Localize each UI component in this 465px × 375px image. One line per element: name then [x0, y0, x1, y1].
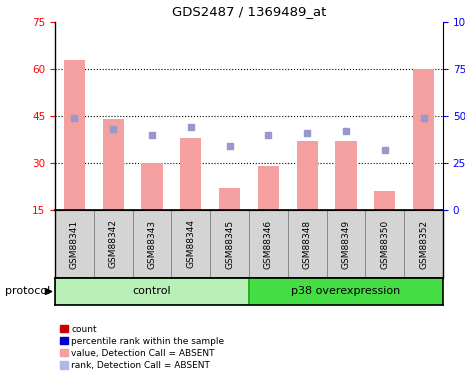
Text: GSM88350: GSM88350 [380, 219, 389, 268]
Bar [335, 141, 357, 210]
Point [265, 132, 272, 138]
Bar [180, 138, 201, 210]
Point [304, 130, 311, 136]
Text: GSM88349: GSM88349 [341, 219, 351, 268]
Bar [219, 188, 240, 210]
Text: p38 overexpression: p38 overexpression [292, 286, 401, 297]
Text: protocol: protocol [5, 286, 50, 297]
Bar [365, 210, 404, 278]
Bar [210, 210, 249, 278]
Point [187, 124, 194, 130]
Text: GSM88342: GSM88342 [109, 219, 118, 268]
Bar [94, 210, 133, 278]
Bar [64, 60, 85, 210]
Text: GSM88348: GSM88348 [303, 219, 312, 268]
Title: GDS2487 / 1369489_at: GDS2487 / 1369489_at [172, 5, 326, 18]
Text: GSM88344: GSM88344 [186, 219, 195, 268]
Bar [258, 166, 279, 210]
Bar [404, 210, 443, 278]
Point [148, 132, 156, 138]
Bar [326, 210, 365, 278]
Text: GSM88341: GSM88341 [70, 219, 79, 268]
Bar [133, 210, 172, 278]
Bar [55, 278, 249, 305]
Text: GSM88352: GSM88352 [419, 219, 428, 268]
Bar [249, 278, 443, 305]
Point [342, 128, 350, 134]
Point [420, 115, 427, 121]
Bar [297, 141, 318, 210]
Text: GSM88343: GSM88343 [147, 219, 157, 268]
Text: GSM88345: GSM88345 [225, 219, 234, 268]
Text: GSM88346: GSM88346 [264, 219, 273, 268]
Point [71, 115, 78, 121]
Bar [374, 191, 395, 210]
Bar [172, 210, 210, 278]
Legend: count, percentile rank within the sample, value, Detection Call = ABSENT, rank, : count, percentile rank within the sample… [60, 324, 225, 370]
Point [381, 147, 389, 153]
Bar [55, 210, 94, 278]
Point [226, 143, 233, 149]
Point [109, 126, 117, 132]
Bar [249, 210, 288, 278]
Bar [102, 119, 124, 210]
Bar [141, 163, 163, 210]
Text: control: control [133, 286, 171, 297]
Bar [413, 69, 434, 210]
Bar [288, 210, 326, 278]
